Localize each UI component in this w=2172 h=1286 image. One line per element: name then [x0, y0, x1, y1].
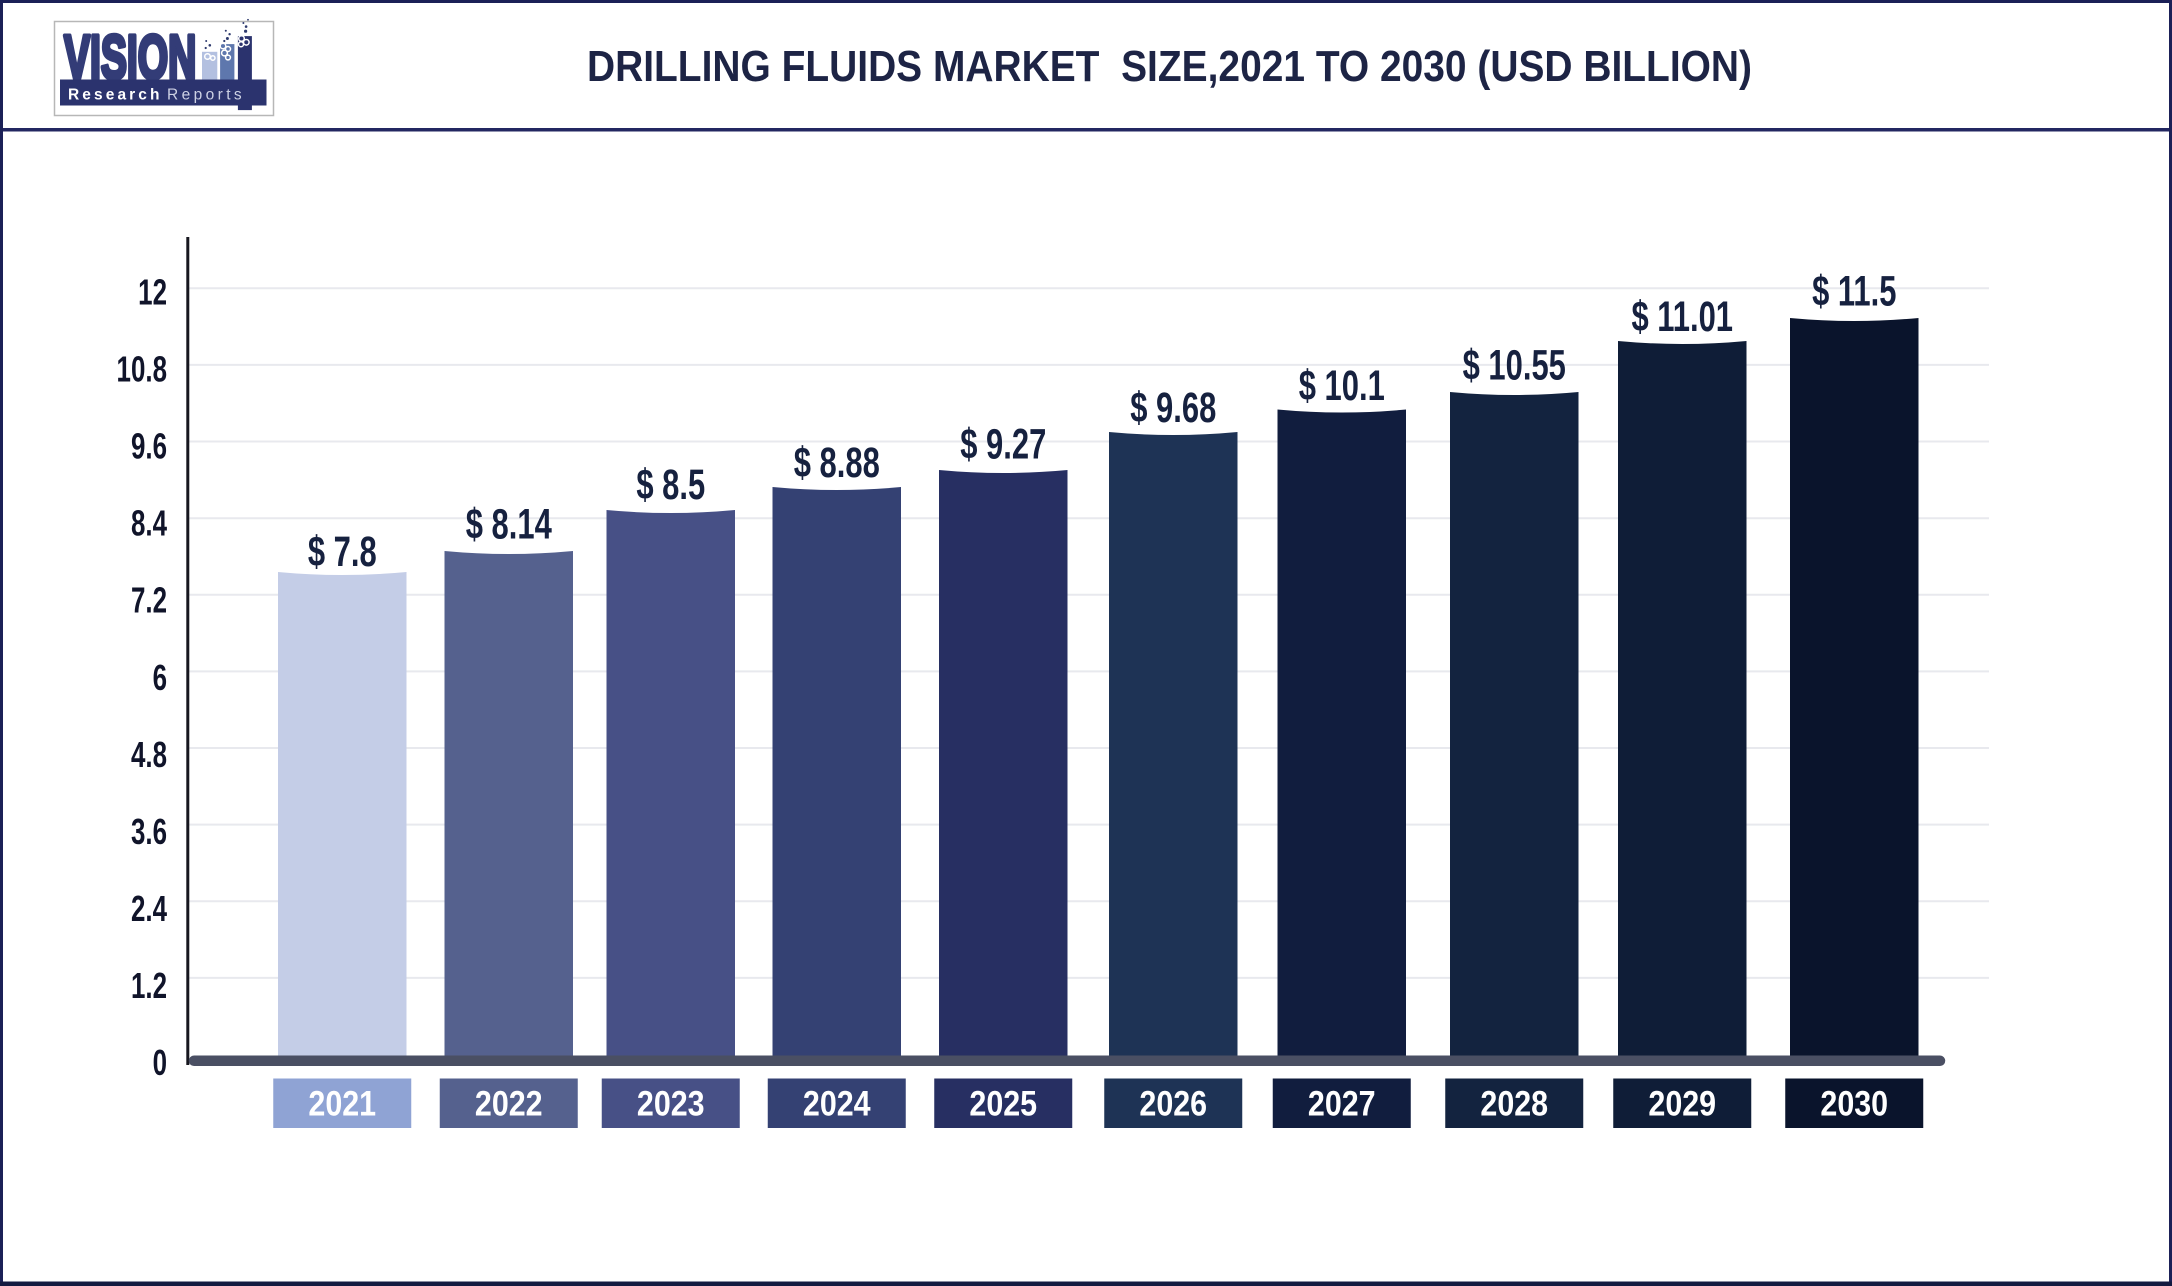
- svg-text:$ 9.27: $ 9.27: [960, 419, 1046, 467]
- svg-text:$ 9.68: $ 9.68: [1130, 383, 1216, 431]
- svg-text:$ 8.88: $ 8.88: [794, 438, 880, 486]
- svg-text:12: 12: [138, 272, 167, 312]
- svg-text:$ 11.01: $ 11.01: [1631, 292, 1733, 340]
- svg-text:2021: 2021: [308, 1083, 376, 1122]
- svg-text:Reports: Reports: [167, 87, 245, 104]
- svg-text:9.6: 9.6: [131, 426, 167, 466]
- svg-text:3.6: 3.6: [131, 812, 167, 852]
- svg-text:$ 11.5: $ 11.5: [1812, 266, 1896, 314]
- svg-text:DRILLING FLUIDS MARKET SIZE,2: DRILLING FLUIDS MARKET SIZE,2021 TO 2030…: [587, 41, 1752, 91]
- svg-text:10.8: 10.8: [117, 349, 167, 389]
- svg-text:$ 7.8: $ 7.8: [308, 527, 377, 575]
- svg-text:2022: 2022: [475, 1083, 543, 1122]
- svg-text:2024: 2024: [803, 1083, 871, 1122]
- svg-text:1.2: 1.2: [131, 966, 167, 1006]
- svg-text:2030: 2030: [1820, 1083, 1888, 1122]
- svg-text:8.4: 8.4: [131, 504, 167, 544]
- svg-text:$ 8.5: $ 8.5: [636, 460, 705, 508]
- svg-text:2028: 2028: [1480, 1083, 1548, 1122]
- svg-text:2027: 2027: [1308, 1083, 1376, 1122]
- svg-text:0: 0: [153, 1043, 167, 1083]
- svg-text:$ 10.55: $ 10.55: [1463, 340, 1566, 388]
- svg-text:2023: 2023: [637, 1083, 705, 1122]
- svg-text:Research: Research: [68, 87, 163, 104]
- svg-text:2029: 2029: [1648, 1083, 1716, 1122]
- svg-text:7.2: 7.2: [131, 581, 167, 621]
- svg-text:$ 10.1: $ 10.1: [1299, 361, 1385, 409]
- svg-text:2.4: 2.4: [131, 889, 167, 929]
- svg-text:2026: 2026: [1139, 1083, 1207, 1122]
- svg-text:6: 6: [153, 658, 167, 698]
- svg-text:4.8: 4.8: [131, 735, 167, 775]
- svg-text:$ 8.14: $ 8.14: [466, 499, 552, 547]
- svg-text:2025: 2025: [969, 1083, 1037, 1122]
